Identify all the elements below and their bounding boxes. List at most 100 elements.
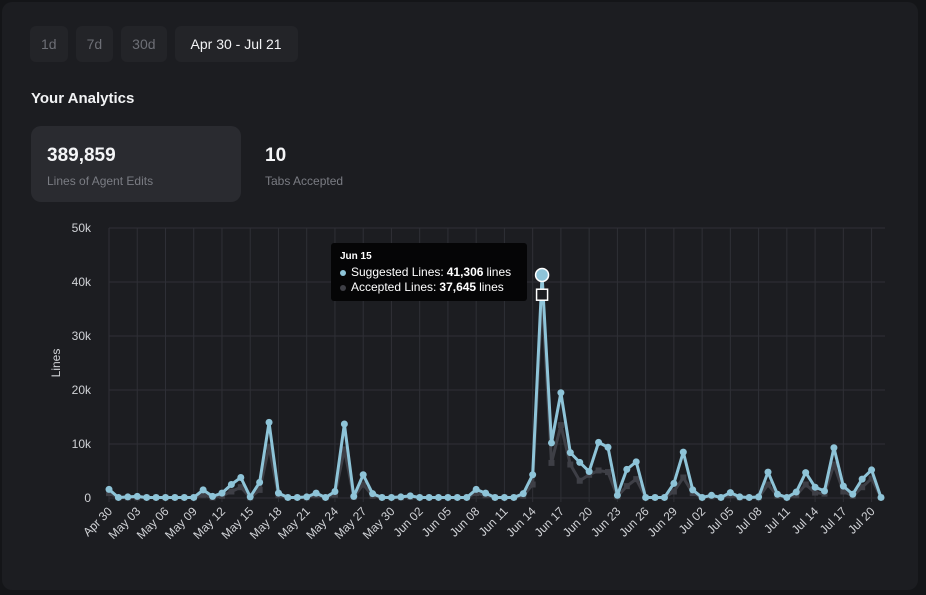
suggested-point (679, 448, 687, 456)
accepted-point (360, 481, 367, 488)
accepted-point (106, 490, 112, 497)
suggested-point (397, 493, 405, 501)
accepted-lines-line (108, 293, 883, 499)
range-custom-button[interactable]: Apr 30 - Jul 21 (174, 26, 298, 62)
accepted-highlight-point (535, 288, 549, 301)
suggested-point (632, 458, 640, 466)
suggested-point (642, 493, 650, 501)
suggested-point (595, 438, 603, 446)
y-tick-label: 0 (84, 491, 91, 505)
suggested-point (340, 420, 348, 428)
suggested-point (284, 493, 292, 501)
y-axis-label: Lines (49, 349, 63, 378)
suggested-point (171, 493, 179, 501)
x-tick-label: Jun 29 (645, 504, 681, 540)
x-tick-label: Jun 20 (560, 504, 596, 540)
accepted-point (802, 481, 809, 488)
accepted-point (473, 490, 480, 497)
accepted-point (256, 486, 263, 493)
suggested-point (152, 493, 160, 501)
suggested-lines-line (108, 273, 883, 499)
accepted-point (237, 484, 244, 491)
suggested-point (378, 493, 386, 501)
accepted-point (830, 461, 837, 468)
suggested-point (764, 468, 772, 476)
suggested-highlight-point (534, 267, 550, 283)
y-tick-label: 10k (72, 437, 92, 451)
suggested-point (218, 489, 226, 497)
suggested-point (491, 493, 499, 501)
suggested-point (199, 486, 207, 494)
y-tick-label: 50k (72, 221, 92, 235)
suggested-point (453, 493, 461, 501)
suggested-point (406, 492, 414, 500)
suggested-point (114, 493, 122, 501)
suggested-point (585, 468, 593, 476)
x-tick-label: Jul 17 (817, 504, 850, 537)
suggested-point (246, 493, 254, 501)
suggested-point (708, 491, 716, 499)
accepted-point (548, 459, 555, 466)
suggested-point (717, 493, 725, 501)
accepted-point (680, 474, 687, 481)
tooltip-date: Jun 15 (340, 251, 372, 262)
suggested-point (227, 481, 235, 488)
tooltip-label: Suggested Lines: (351, 265, 444, 279)
stat-value: 389,859 (47, 145, 116, 166)
accepted-point (576, 477, 583, 484)
suggested-point (839, 482, 847, 490)
stat-card-agent-edits[interactable]: 389,859 Lines of Agent Edits (31, 126, 241, 202)
suggested-point (180, 493, 188, 501)
suggested-point (830, 444, 838, 452)
range-1d-button[interactable]: 1d (30, 26, 68, 62)
suggested-point (359, 471, 367, 479)
y-tick-label: 30k (72, 329, 92, 343)
x-tick-label: Jun 14 (503, 504, 539, 540)
accepted-point (812, 489, 819, 496)
accepted-point (200, 491, 207, 498)
suggested-point (190, 493, 198, 501)
x-tick-label: May 30 (360, 504, 398, 542)
accepted-point (595, 467, 602, 474)
accepted-point (557, 422, 564, 429)
suggested-point (444, 493, 452, 501)
suggested-point (331, 488, 339, 496)
tooltip-row-suggested: Suggested Lines: 41,306 lines (340, 265, 518, 280)
suggested-point (773, 490, 781, 498)
suggested-point (274, 489, 282, 497)
stat-value: 10 (265, 145, 287, 166)
tooltip-row-accepted: Accepted Lines: 37,645 lines (340, 280, 518, 295)
range-30d-button[interactable]: 30d (121, 26, 167, 62)
stat-card-tabs-accepted[interactable]: 10 Tabs Accepted (249, 126, 459, 202)
suggested-point (293, 493, 301, 501)
x-tick-label: Jul 20 (845, 504, 878, 537)
range-7d-button[interactable]: 7d (75, 26, 114, 62)
suggested-point (510, 493, 518, 501)
suggested-point (105, 485, 113, 493)
stat-label: Tabs Accepted (265, 174, 344, 188)
suggested-point (425, 493, 433, 501)
accepted-point (266, 443, 273, 450)
suggested-point (623, 465, 631, 473)
suggested-point (143, 493, 151, 501)
suggested-point (322, 493, 330, 501)
suggested-point (821, 487, 829, 495)
accepted-point (228, 488, 235, 495)
tooltip-unit: lines (486, 265, 512, 279)
suggested-point (547, 439, 555, 447)
chart-tooltip: Jun 15 Suggested Lines: 41,306 lines Acc… (331, 243, 527, 301)
suggested-point (783, 493, 791, 501)
x-tick-label: Jul 05 (704, 504, 737, 537)
accepted-point (859, 484, 866, 491)
suggested-point (660, 493, 668, 501)
x-tick-label: Jun 11 (476, 504, 511, 539)
suggested-point (350, 492, 358, 500)
x-tick-label: Jul 14 (789, 504, 822, 537)
suggested-point (435, 493, 443, 501)
suggested-point (209, 492, 217, 500)
suggested-point (312, 489, 320, 497)
y-tick-label: 20k (72, 383, 92, 397)
accepted-point (567, 461, 574, 468)
suggested-point (500, 493, 508, 501)
